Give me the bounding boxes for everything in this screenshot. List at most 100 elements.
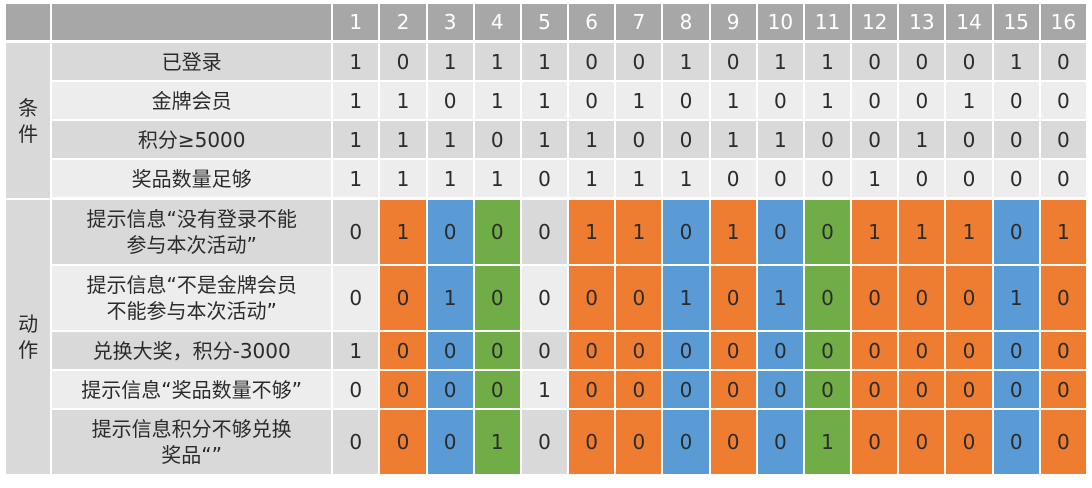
value-cell: 0 bbox=[663, 332, 711, 371]
value-cell: 0 bbox=[1040, 82, 1088, 121]
value-cell: 1 bbox=[757, 43, 805, 82]
value-cell: 1 bbox=[663, 160, 711, 200]
value-cell: 0 bbox=[380, 410, 428, 476]
value-cell: 1 bbox=[852, 160, 900, 200]
value-cell: 1 bbox=[474, 160, 522, 200]
value-cell: 0 bbox=[380, 266, 428, 332]
value-cell: 0 bbox=[333, 371, 381, 410]
value-cell: 0 bbox=[757, 332, 805, 371]
value-cell: 0 bbox=[569, 43, 617, 82]
value-cell: 0 bbox=[333, 266, 381, 332]
value-cell: 0 bbox=[474, 121, 522, 160]
value-cell: 1 bbox=[333, 43, 381, 82]
value-cell: 1 bbox=[427, 160, 475, 200]
value-cell: 1 bbox=[663, 43, 711, 82]
value-cell: 1 bbox=[427, 121, 475, 160]
condition-label: 金牌会员 bbox=[52, 82, 334, 121]
value-cell: 0 bbox=[521, 160, 570, 200]
value-cell: 0 bbox=[427, 371, 475, 410]
action-label: 提示信息“不是金牌会员 不能参与本次活动” bbox=[52, 266, 334, 332]
value-cell: 0 bbox=[852, 82, 900, 121]
header-row: 1 2 3 4 5 6 7 8 9 10 11 12 13 14 15 16 bbox=[6, 4, 1088, 43]
rule-column-header: 3 bbox=[427, 4, 475, 43]
value-cell: 0 bbox=[993, 410, 1041, 476]
label-line: 提示信息积分不够兑换 bbox=[91, 417, 292, 441]
value-cell: 0 bbox=[993, 200, 1041, 266]
rule-column-header: 4 bbox=[474, 4, 522, 43]
action-row: 提示信息“不是金牌会员 不能参与本次活动” 0 0 1 0 0 0 0 1 0 1 0 0 0 0 1 0 bbox=[6, 266, 1088, 332]
value-cell: 0 bbox=[1040, 160, 1088, 200]
value-cell: 0 bbox=[1040, 332, 1088, 371]
value-cell: 0 bbox=[804, 160, 853, 200]
value-cell: 0 bbox=[521, 266, 570, 332]
rule-column-header: 10 bbox=[757, 4, 805, 43]
value-cell: 0 bbox=[569, 266, 617, 332]
value-cell: 1 bbox=[474, 410, 522, 476]
value-cell: 0 bbox=[521, 410, 570, 476]
condition-label: 积分≥5000 bbox=[52, 121, 334, 160]
value-cell: 0 bbox=[852, 43, 900, 82]
value-cell: 0 bbox=[616, 371, 664, 410]
label-line: 参与本次活动” bbox=[126, 233, 257, 257]
group-label-text: 动作 bbox=[18, 312, 39, 362]
value-cell: 1 bbox=[993, 43, 1041, 82]
value-cell: 1 bbox=[710, 121, 758, 160]
label-line: 奖品数量足够 bbox=[131, 166, 252, 191]
value-cell: 0 bbox=[899, 371, 947, 410]
value-cell: 1 bbox=[521, 43, 570, 82]
value-cell: 0 bbox=[474, 266, 522, 332]
value-cell: 1 bbox=[569, 200, 617, 266]
value-cell: 0 bbox=[899, 266, 947, 332]
label-line: 积分≥5000 bbox=[137, 127, 246, 152]
rule-column-header: 8 bbox=[663, 4, 711, 43]
action-row: 兑换大奖，积分-3000 1 0 0 0 0 0 0 0 0 0 0 0 0 0 0 0 bbox=[6, 332, 1088, 371]
condition-row: 金牌会员 1 1 0 1 1 0 1 0 1 0 1 0 0 1 0 0 bbox=[6, 82, 1088, 121]
value-cell: 0 bbox=[852, 371, 900, 410]
value-cell: 1 bbox=[804, 43, 853, 82]
header-empty-cell bbox=[6, 4, 53, 43]
rule-column-header: 16 bbox=[1040, 4, 1088, 43]
rule-column-header: 5 bbox=[521, 4, 570, 43]
rule-column-header: 15 bbox=[993, 4, 1041, 43]
value-cell: 1 bbox=[757, 121, 805, 160]
value-cell: 1 bbox=[804, 410, 853, 476]
value-cell: 0 bbox=[474, 200, 522, 266]
label-line: 提示信息“奖品数量不够” bbox=[81, 377, 303, 402]
value-cell: 1 bbox=[333, 121, 381, 160]
value-cell: 1 bbox=[474, 43, 522, 82]
value-cell: 0 bbox=[1040, 121, 1088, 160]
value-cell: 0 bbox=[1040, 266, 1088, 332]
value-cell: 0 bbox=[521, 200, 570, 266]
value-cell: 0 bbox=[899, 410, 947, 476]
condition-row: 奖品数量足够 1 1 1 1 0 1 1 1 0 0 0 1 0 0 0 0 bbox=[6, 160, 1088, 200]
value-cell: 0 bbox=[993, 332, 1041, 371]
value-cell: 0 bbox=[946, 43, 994, 82]
value-cell: 0 bbox=[710, 266, 758, 332]
label-line: 金牌会员 bbox=[151, 88, 232, 113]
rule-column-header: 12 bbox=[852, 4, 900, 43]
value-cell: 0 bbox=[663, 371, 711, 410]
value-cell: 1 bbox=[616, 160, 664, 200]
value-cell: 0 bbox=[663, 82, 711, 121]
value-cell: 0 bbox=[663, 121, 711, 160]
value-cell: 0 bbox=[710, 43, 758, 82]
value-cell: 0 bbox=[852, 266, 900, 332]
value-cell: 1 bbox=[899, 121, 947, 160]
value-cell: 0 bbox=[993, 82, 1041, 121]
value-cell: 0 bbox=[474, 332, 522, 371]
value-cell: 0 bbox=[616, 266, 664, 332]
value-cell: 1 bbox=[616, 82, 664, 121]
value-cell: 0 bbox=[1040, 410, 1088, 476]
action-label: 提示信息“奖品数量不够” bbox=[52, 371, 334, 410]
value-cell: 0 bbox=[993, 371, 1041, 410]
value-cell: 1 bbox=[521, 121, 570, 160]
rule-column-header: 13 bbox=[899, 4, 947, 43]
rule-column-header: 11 bbox=[804, 4, 853, 43]
value-cell: 1 bbox=[474, 82, 522, 121]
value-cell: 0 bbox=[427, 200, 475, 266]
value-cell: 1 bbox=[380, 121, 428, 160]
value-cell: 0 bbox=[852, 332, 900, 371]
value-cell: 1 bbox=[616, 200, 664, 266]
label-line: 不能参与本次活动” bbox=[106, 299, 277, 323]
